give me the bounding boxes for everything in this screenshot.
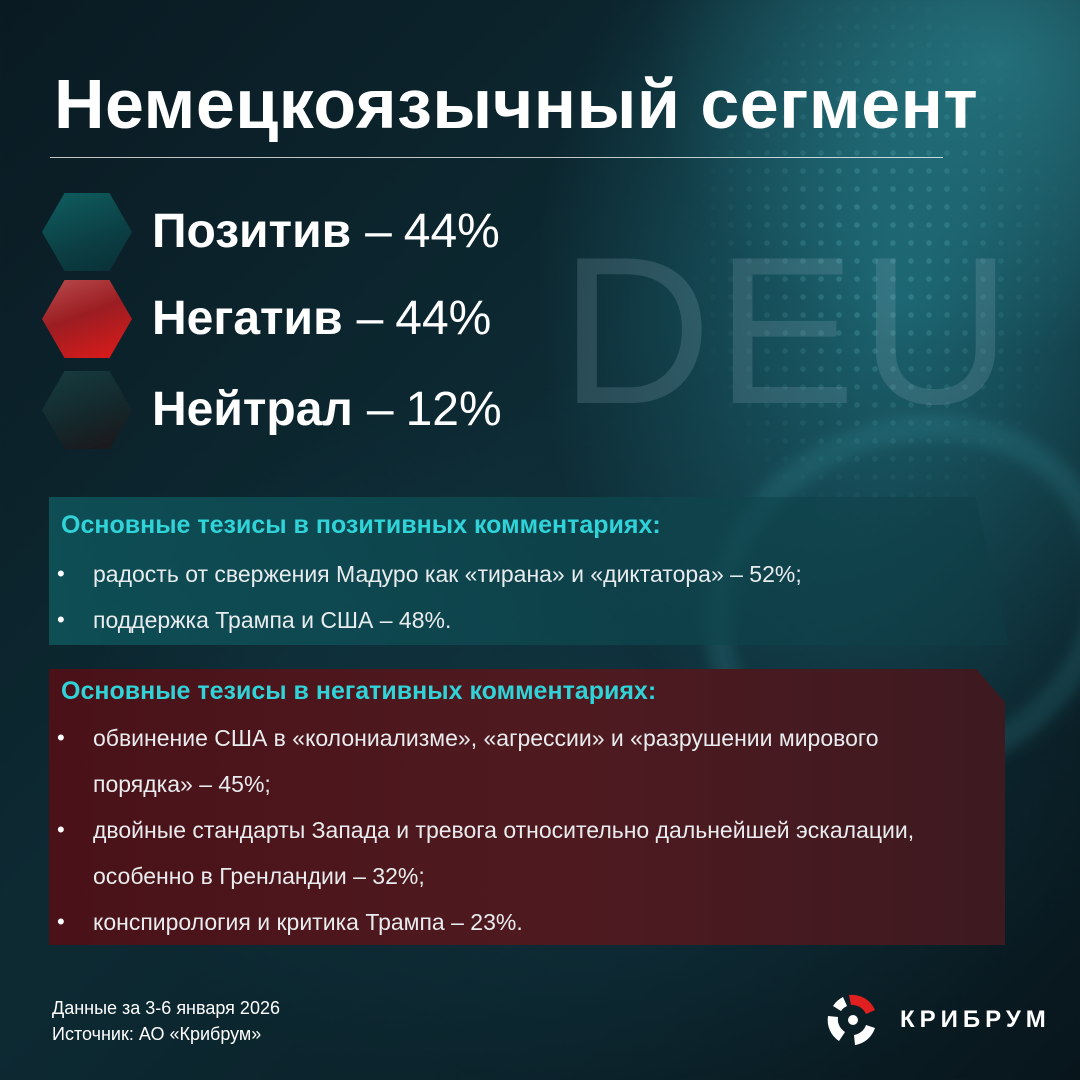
stat-negative: Негатив –44% [42,279,642,359]
negative-theses-list: обвинение США в «колониализме», «агресси… [57,715,914,945]
stat-neutral-label: Нейтрал [152,383,353,436]
list-item-continuation: особенно в Гренландии – 32%; [93,863,425,889]
list-item: радость от свержения Мадуро как «тирана»… [57,551,802,597]
list-item: поддержка Трампа и США – 48%. [57,597,802,643]
data-source: Источник: АО «Крибрум» [52,1024,262,1044]
stat-positive-separator: – [365,205,392,258]
brand-name: КРИБРУМ [900,1006,1051,1033]
footer: Данные за 3-6 января 2026 Источник: АО «… [52,995,280,1047]
positive-theses-list: радость от свержения Мадуро как «тирана»… [57,551,802,643]
list-item: обвинение США в «колониализме», «агресси… [57,715,914,761]
positive-theses-heading: Основные тезисы в позитивных комментария… [61,511,661,539]
brand: КРИБРУМ [824,990,1051,1050]
list-item: конспирология и критика Трампа – 23%. [57,899,914,945]
stat-positive-value: 44% [403,205,500,258]
kribrum-logo-icon [827,994,875,1045]
stat-positive-label: Позитив [152,205,352,258]
negative-theses-heading: Основные тезисы в негативных комментария… [61,677,657,705]
title-divider [50,157,943,158]
list-item-continuation: порядка» – 45%; [93,771,271,797]
hexagon-positive-icon [42,193,132,271]
stat-positive: Позитив –44% [42,192,642,272]
positive-theses-panel: Основные тезисы в позитивных комментария… [49,497,1009,645]
data-period: Данные за 3-6 января 2026 [52,998,280,1018]
hexagon-neutral-icon [42,371,132,449]
list-item: двойные стандарты Запада и тревога относ… [57,807,914,853]
stat-negative-label: Негатив [152,292,343,345]
negative-theses-panel: Основные тезисы в негативных комментария… [49,669,1005,945]
stat-neutral-value: 12% [405,383,502,436]
stat-negative-value: 44% [395,292,492,345]
stat-neutral: Нейтрал –12% [42,370,642,450]
page-title: Немецкоязычный сегмент [54,65,979,143]
stat-neutral-separator: – [366,383,394,436]
stat-negative-separator: – [356,292,384,345]
hexagon-negative-icon [42,280,132,358]
country-watermark: DEU [560,213,1016,448]
